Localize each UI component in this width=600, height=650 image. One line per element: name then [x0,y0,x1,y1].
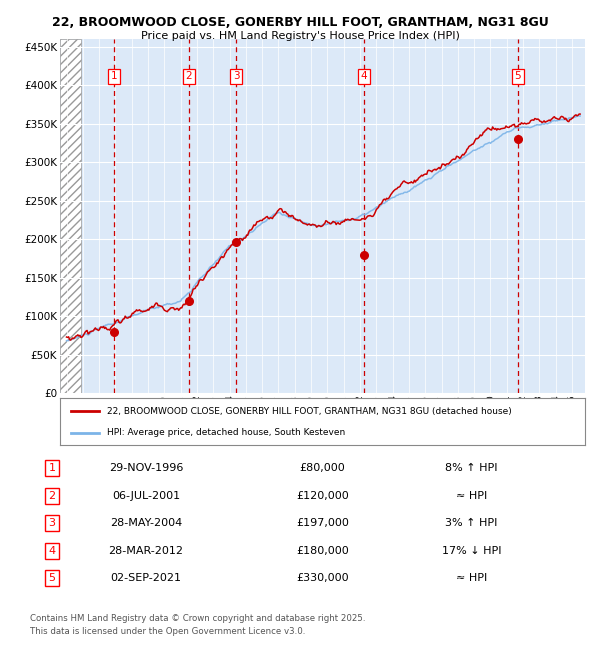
Text: £197,000: £197,000 [296,518,349,528]
Text: 02-SEP-2021: 02-SEP-2021 [110,573,181,583]
Text: 8% ↑ HPI: 8% ↑ HPI [445,463,498,473]
Text: 3: 3 [233,72,239,81]
Text: 2: 2 [185,72,192,81]
Text: 3: 3 [49,518,56,528]
Text: 22, BROOMWOOD CLOSE, GONERBY HILL FOOT, GRANTHAM, NG31 8GU: 22, BROOMWOOD CLOSE, GONERBY HILL FOOT, … [52,16,548,29]
Text: HPI: Average price, detached house, South Kesteven: HPI: Average price, detached house, Sout… [107,428,346,437]
Text: £80,000: £80,000 [299,463,346,473]
Text: 22, BROOMWOOD CLOSE, GONERBY HILL FOOT, GRANTHAM, NG31 8GU (detached house): 22, BROOMWOOD CLOSE, GONERBY HILL FOOT, … [107,407,512,415]
Text: 4: 4 [49,546,56,556]
Text: £330,000: £330,000 [296,573,349,583]
Text: £120,000: £120,000 [296,491,349,501]
Text: 2: 2 [49,491,56,501]
Text: 3% ↑ HPI: 3% ↑ HPI [445,518,498,528]
Text: 1: 1 [49,463,56,473]
Text: Price paid vs. HM Land Registry's House Price Index (HPI): Price paid vs. HM Land Registry's House … [140,31,460,41]
Text: ≈ HPI: ≈ HPI [456,491,487,501]
Text: £180,000: £180,000 [296,546,349,556]
Text: Contains HM Land Registry data © Crown copyright and database right 2025.: Contains HM Land Registry data © Crown c… [30,614,365,623]
Text: 29-NOV-1996: 29-NOV-1996 [109,463,183,473]
Text: 5: 5 [514,72,521,81]
Text: 17% ↓ HPI: 17% ↓ HPI [442,546,502,556]
Text: 28-MAR-2012: 28-MAR-2012 [109,546,184,556]
Text: 4: 4 [361,72,367,81]
Text: 28-MAY-2004: 28-MAY-2004 [110,518,182,528]
Bar [60,39,81,393]
Text: This data is licensed under the Open Government Licence v3.0.: This data is licensed under the Open Gov… [30,627,305,636]
Text: 06-JUL-2001: 06-JUL-2001 [112,491,180,501]
Text: ≈ HPI: ≈ HPI [456,573,487,583]
Text: 5: 5 [49,573,56,583]
Text: 1: 1 [110,72,117,81]
